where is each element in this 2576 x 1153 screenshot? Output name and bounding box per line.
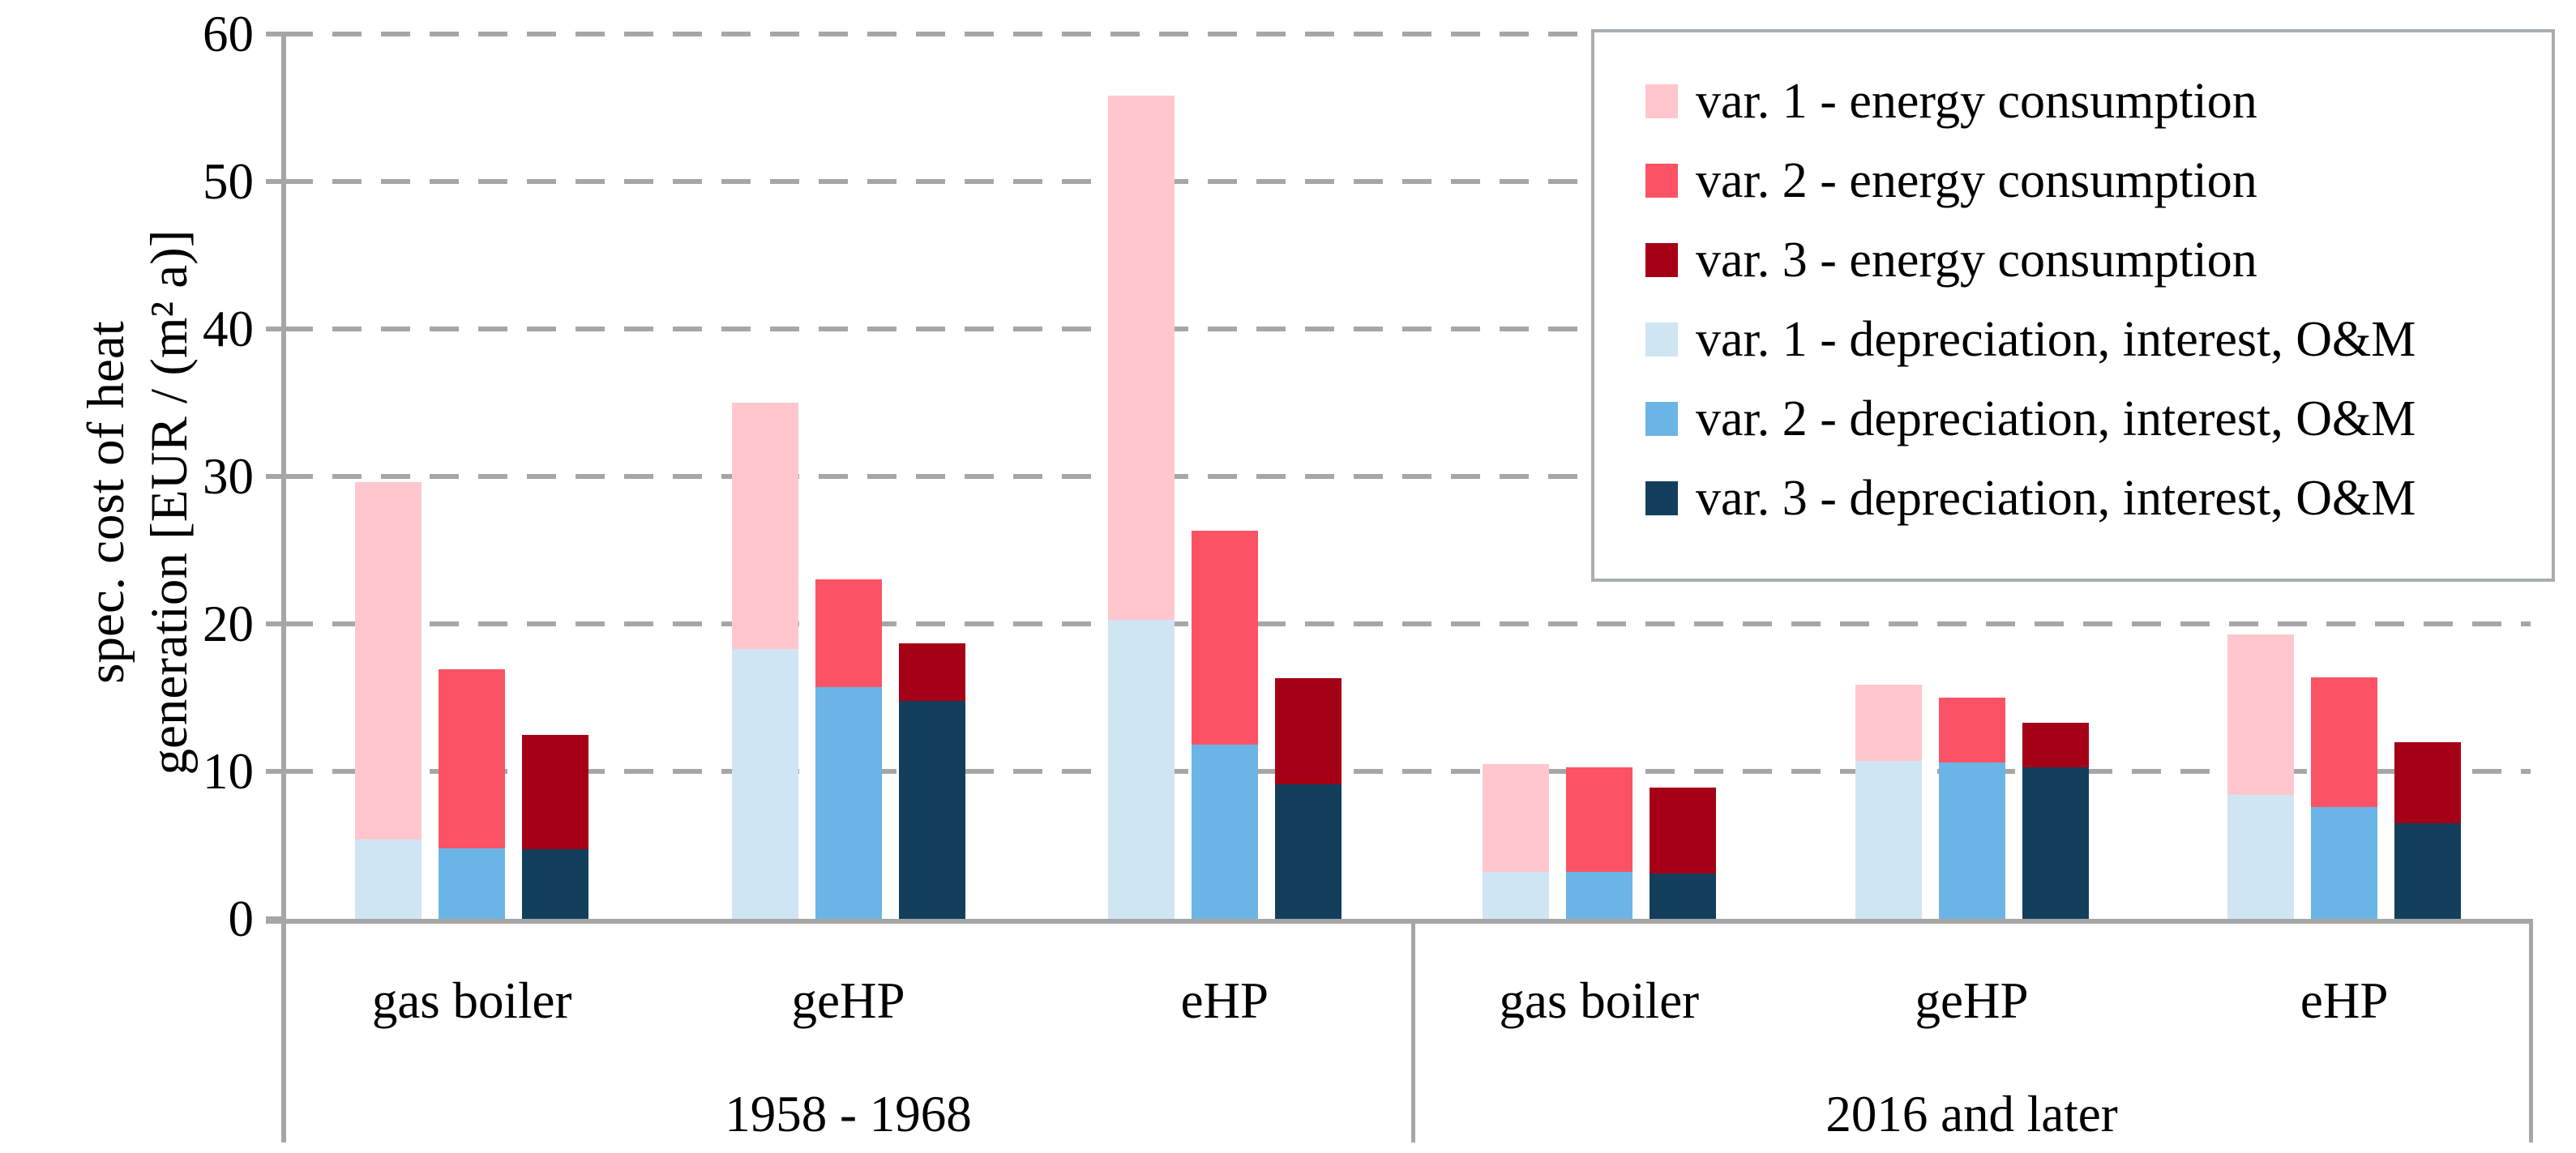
legend-item: var. 2 - energy consumption [1594, 141, 2552, 220]
bar-segment-energy-var3 [2022, 722, 2089, 767]
legend-swatch [1645, 481, 1678, 515]
legend-item: var. 1 - depreciation, interest, O&M [1594, 300, 2552, 379]
y-tick-label: 40 [203, 301, 254, 357]
bar-segment-depreciation-var1 [1855, 761, 1922, 919]
bar-segment-energy-var2 [439, 669, 506, 848]
bar-segment-depreciation-var3 [2394, 822, 2462, 919]
gridline [284, 327, 2531, 331]
legend-label: var. 1 - energy consumption [1696, 74, 2257, 129]
legend-swatch [1645, 402, 1678, 436]
bar-segment-energy-var1 [2227, 634, 2295, 796]
category-label: geHP [1915, 972, 2029, 1029]
y-tick-label: 10 [203, 743, 254, 800]
x-axis-line [266, 919, 2531, 924]
gridline [284, 474, 2531, 479]
category-label: eHP [1180, 972, 1269, 1029]
bar-segment-depreciation-var2 [1191, 745, 1258, 919]
legend-item: var. 2 - depreciation, interest, O&M [1594, 379, 2552, 459]
y-tick-label: 50 [203, 153, 254, 210]
bar-segment-energy-var3 [2394, 741, 2462, 823]
bar-segment-depreciation-var2 [2311, 806, 2378, 919]
legend-label: var. 3 - depreciation, interest, O&M [1696, 471, 2416, 526]
y-axis-line [281, 34, 286, 1142]
legend-item: var. 3 - depreciation, interest, O&M [1594, 459, 2552, 538]
bar-segment-depreciation-var1 [355, 839, 422, 919]
legend-item: var. 3 - energy consumption [1594, 220, 2552, 300]
category-divider [2529, 919, 2533, 1142]
bar-segment-energy-var2 [2311, 677, 2378, 807]
legend-swatch [1645, 164, 1678, 198]
bar-segment-energy-var3 [522, 734, 589, 850]
gridline [284, 621, 2531, 626]
group-label: 2016 and later [1825, 1086, 2118, 1142]
y-tick-label: 20 [203, 596, 254, 652]
category-label: geHP [791, 972, 905, 1029]
bar-segment-depreciation-var1 [1482, 871, 1549, 919]
legend-label: var. 1 - depreciation, interest, O&M [1696, 312, 2416, 367]
y-axis-tick [266, 179, 284, 184]
bar-segment-depreciation-var2 [439, 848, 506, 919]
bar-segment-depreciation-var3 [1649, 873, 1716, 919]
category-label: gas boiler [371, 972, 572, 1029]
bar-segment-energy-var1 [1855, 684, 1922, 762]
y-tick-label: 60 [203, 6, 254, 62]
category-label: gas boiler [1499, 972, 1700, 1029]
gridline [284, 32, 2531, 36]
bar-segment-energy-var3 [1649, 788, 1716, 873]
bar-segment-energy-var1 [1482, 763, 1549, 872]
bar-segment-energy-var1 [731, 403, 798, 649]
y-axis-tick [266, 32, 284, 36]
y-axis-tick [266, 769, 284, 774]
bar-segment-depreciation-var2 [1565, 871, 1632, 919]
bar-segment-energy-var1 [355, 482, 422, 839]
legend: var. 1 - energy consumption var. 2 - ener… [1591, 29, 2555, 582]
gridline [284, 179, 2531, 184]
legend-label: var. 2 - energy consumption [1696, 153, 2257, 208]
group-label: 1958 - 1968 [725, 1086, 972, 1142]
legend-item: var. 1 - energy consumption [1594, 62, 2552, 141]
y-axis-tick [266, 474, 284, 479]
legend-swatch [1645, 322, 1678, 357]
bar-segment-depreciation-var1 [2227, 795, 2295, 919]
bar-segment-energy-var2 [1565, 767, 1632, 872]
category-label: eHP [2300, 972, 2389, 1029]
bar-segment-energy-var2 [1191, 531, 1258, 745]
y-tick-label: 30 [203, 448, 254, 505]
category-divider [1411, 919, 1415, 1142]
y-axis-tick [266, 621, 284, 626]
bar-segment-depreciation-var3 [898, 700, 965, 919]
bar-segment-depreciation-var3 [1274, 784, 1341, 919]
legend-label: var. 3 - energy consumption [1696, 233, 2257, 288]
legend-swatch [1645, 243, 1678, 277]
bar-segment-energy-var2 [1938, 698, 2005, 763]
bar-segment-depreciation-var3 [522, 849, 589, 919]
legend-swatch [1645, 84, 1678, 118]
bar-segment-depreciation-var3 [2022, 767, 2089, 919]
bar-segment-depreciation-var1 [1107, 619, 1175, 919]
y-axis-tick [266, 327, 284, 331]
bar-segment-depreciation-var2 [1938, 762, 2005, 919]
bar-segment-energy-var3 [898, 643, 965, 701]
bar-segment-energy-var3 [1274, 678, 1341, 785]
y-tick-label: 0 [228, 890, 255, 947]
legend-label: var. 2 - depreciation, interest, O&M [1696, 391, 2416, 446]
bar-segment-energy-var2 [815, 579, 882, 688]
bar-segment-depreciation-var2 [815, 687, 882, 919]
bar-segment-energy-var1 [1107, 96, 1175, 620]
gridline [284, 769, 2531, 774]
bar-segment-depreciation-var1 [731, 648, 798, 919]
